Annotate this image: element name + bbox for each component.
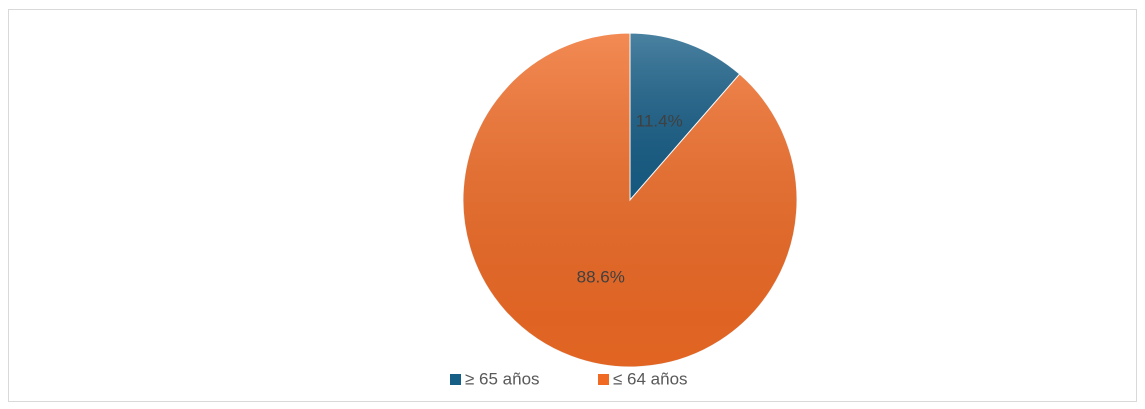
legend-swatch [598, 374, 609, 385]
legend-swatch [450, 374, 461, 385]
legend-label: ≥ 65 años [465, 369, 540, 388]
legend-label: ≤ 64 años [613, 369, 688, 388]
slice-shade [463, 33, 798, 367]
slice-shade [630, 33, 740, 200]
data-label: 11.4% [636, 111, 683, 130]
data-label: 88.6% [577, 268, 625, 287]
